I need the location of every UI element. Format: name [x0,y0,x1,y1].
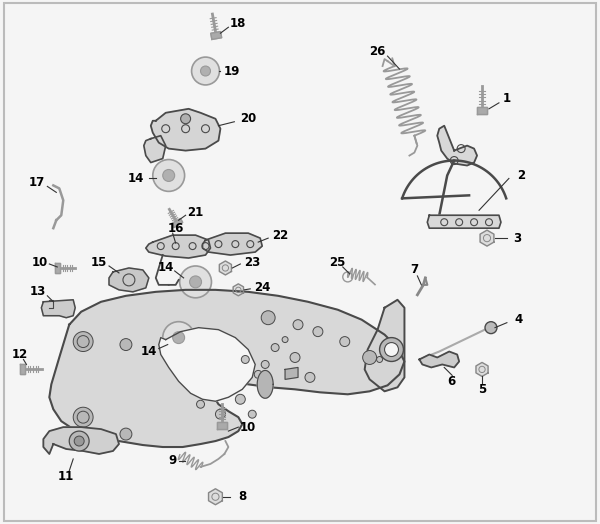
Polygon shape [419,352,459,367]
Circle shape [261,361,269,368]
Polygon shape [476,363,488,376]
Circle shape [261,311,275,325]
Text: 18: 18 [230,17,247,30]
Polygon shape [144,136,166,162]
Polygon shape [55,263,60,273]
Polygon shape [211,31,221,39]
Circle shape [293,320,303,330]
Polygon shape [43,427,119,454]
Text: 15: 15 [91,256,107,268]
Text: 17: 17 [28,176,44,189]
Polygon shape [427,215,501,228]
Circle shape [181,114,191,124]
Polygon shape [146,235,211,258]
Circle shape [163,322,194,354]
Text: 9: 9 [169,454,177,467]
Circle shape [73,407,93,427]
Polygon shape [41,300,75,318]
Polygon shape [151,109,220,150]
Circle shape [235,394,245,404]
Circle shape [74,436,84,446]
Circle shape [179,266,211,298]
Circle shape [73,332,93,352]
Text: 14: 14 [158,261,174,275]
Text: 10: 10 [31,256,47,268]
Circle shape [197,400,205,408]
Text: 5: 5 [478,383,486,396]
Text: 14: 14 [140,345,157,358]
Circle shape [271,344,279,352]
Circle shape [362,351,377,365]
Circle shape [163,169,175,181]
Polygon shape [159,328,255,401]
Polygon shape [20,365,25,375]
Circle shape [120,339,132,351]
Text: 1: 1 [503,92,511,105]
Polygon shape [217,422,227,429]
Circle shape [282,336,288,343]
Text: 12: 12 [11,348,28,361]
Polygon shape [203,233,262,255]
Polygon shape [220,261,232,275]
Circle shape [120,428,132,440]
Polygon shape [365,300,404,391]
Text: 8: 8 [238,490,247,503]
Text: 4: 4 [515,313,523,326]
Text: 26: 26 [370,45,386,58]
Text: 19: 19 [224,64,241,78]
Text: 25: 25 [329,256,346,268]
Text: 2: 2 [517,169,525,182]
Polygon shape [172,219,182,227]
Polygon shape [477,107,487,114]
Circle shape [190,276,202,288]
Circle shape [173,332,185,344]
Circle shape [200,66,211,76]
Text: 13: 13 [29,286,46,298]
Circle shape [313,326,323,336]
Circle shape [77,411,89,423]
Circle shape [305,373,315,383]
Text: 20: 20 [240,112,256,125]
Polygon shape [109,268,149,292]
Text: 22: 22 [272,228,288,242]
Text: 6: 6 [447,375,455,388]
Text: 7: 7 [410,264,418,277]
Circle shape [215,409,226,419]
Text: 3: 3 [513,232,521,245]
Circle shape [248,410,256,418]
Circle shape [380,337,403,362]
Circle shape [340,336,350,346]
Text: 11: 11 [58,471,74,483]
Polygon shape [209,489,223,505]
Text: 21: 21 [187,206,203,219]
Circle shape [377,356,383,363]
Circle shape [241,355,249,364]
Circle shape [385,343,398,356]
Text: 10: 10 [240,421,256,434]
Polygon shape [437,126,477,166]
Polygon shape [257,370,273,398]
Circle shape [485,322,497,334]
Polygon shape [49,290,404,447]
Polygon shape [285,367,298,379]
Circle shape [290,353,300,363]
Text: 14: 14 [128,172,144,185]
Text: 16: 16 [167,222,184,235]
Circle shape [254,370,262,378]
Polygon shape [233,284,244,296]
Circle shape [153,159,185,191]
Text: 23: 23 [244,256,260,268]
Circle shape [69,431,89,451]
Polygon shape [480,230,494,246]
Circle shape [191,57,220,85]
Text: 24: 24 [254,281,271,294]
Circle shape [77,335,89,347]
